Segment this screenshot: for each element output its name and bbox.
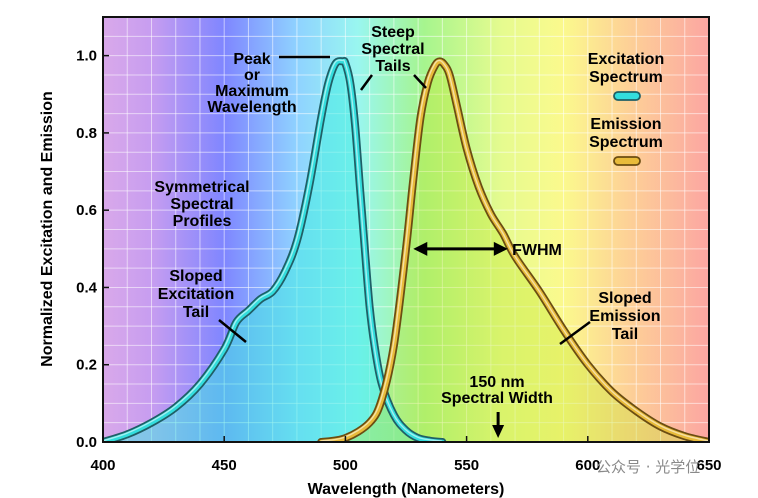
steep-tails-annotation-text: Spectral <box>361 41 424 58</box>
y-tick-label: 0.2 <box>76 357 97 374</box>
sloped-emission-annotation-text: Tail <box>612 326 638 343</box>
y-tick-label: 0.6 <box>76 202 97 219</box>
curves <box>103 57 709 442</box>
symmetrical-profiles-annotation-text: Spectral <box>170 196 233 213</box>
steep-tails-annotation-text: Tails <box>375 58 410 75</box>
legend-excitation-text: Spectrum <box>589 69 663 86</box>
y-tick-label: 0.4 <box>76 279 98 296</box>
y-tick-label: 0.0 <box>76 434 97 451</box>
fwhm-label: FWHM <box>512 242 562 259</box>
peak-annotation-text: Peak <box>233 51 270 68</box>
peak-annotation-text: or <box>244 67 260 84</box>
peak-annotation-text: Maximum <box>215 83 289 100</box>
spectral-width-annotation-text: 150 nm <box>469 374 524 391</box>
plot-frame <box>102 16 710 443</box>
legend-emission-swatch <box>613 156 641 166</box>
sloped-excitation-annotation-text: Sloped <box>169 268 222 285</box>
x-tick-label: 450 <box>212 457 237 474</box>
legend-emission-text: Spectrum <box>589 134 663 151</box>
x-axis-label: Wavelength (Nanometers) <box>308 481 505 498</box>
peak-annotation-text: Wavelength <box>207 99 296 116</box>
symmetrical-profiles-annotation-text: Profiles <box>173 213 232 230</box>
emission-curve-highlight <box>320 59 709 442</box>
x-tick-label: 650 <box>696 457 721 474</box>
x-tick-label: 550 <box>454 457 479 474</box>
y-tick-label: 1.0 <box>76 48 97 65</box>
sloped-excitation-annotation-text: Excitation <box>158 286 234 303</box>
spectral-width-annotation-text: Spectral Width <box>441 390 553 407</box>
sloped-excitation-annotation-text: Tail <box>183 304 209 321</box>
x-tick-label: 500 <box>333 457 358 474</box>
steep-tails-pointer-left <box>359 74 374 91</box>
x-tick-label: 600 <box>575 457 600 474</box>
x-tick-label: 400 <box>90 457 115 474</box>
annotations: PeakorMaximumWavelengthSteepSpectralTail… <box>154 24 661 438</box>
steep-tails-pointer-right <box>413 74 427 89</box>
sloped-emission-pointer <box>559 320 591 346</box>
fwhm-arrow-head-right <box>493 241 508 256</box>
sloped-excitation-pointer <box>218 319 247 343</box>
axis-ticks: 400 450 500 550 600 650 0.0 0.2 0.4 0.6 0.8 1.0 <box>76 48 721 474</box>
sloped-emission-annotation-text: Emission <box>589 308 660 325</box>
symmetrical-profiles-annotation-text: Symmetrical <box>154 179 249 196</box>
y-tick-label: 0.8 <box>76 125 97 142</box>
spectral-width-arrow-head <box>492 425 505 438</box>
legend-emission-text: Emission <box>590 116 661 133</box>
legend-excitation-text: Excitation <box>588 51 664 68</box>
sloped-emission-annotation-text: Sloped <box>598 290 651 307</box>
legend-excitation-swatch <box>613 91 641 101</box>
watermark: 公众号 · 光学位 <box>596 458 700 476</box>
y-axis-label: Normalized Excitation and Emission <box>39 91 56 367</box>
fwhm-arrow-head-left <box>413 241 428 256</box>
steep-tails-annotation-text: Steep <box>371 24 415 41</box>
